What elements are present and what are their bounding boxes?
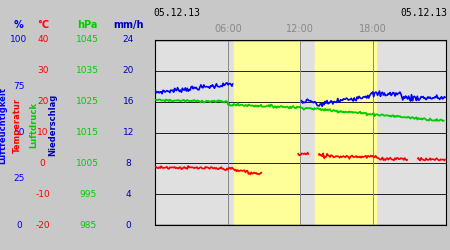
- Text: 16: 16: [122, 97, 134, 106]
- Text: 985: 985: [79, 220, 96, 230]
- Text: 1035: 1035: [76, 66, 99, 75]
- Text: 05.12.13: 05.12.13: [400, 8, 447, 18]
- Text: 1025: 1025: [76, 97, 99, 106]
- Text: 20: 20: [122, 66, 134, 75]
- Text: 30: 30: [37, 66, 49, 75]
- Text: %: %: [14, 20, 24, 30]
- Text: 24: 24: [122, 36, 134, 44]
- Text: 4: 4: [126, 190, 131, 199]
- Text: 8: 8: [126, 159, 131, 168]
- Text: -20: -20: [36, 220, 50, 230]
- Text: -10: -10: [36, 190, 50, 199]
- Text: 100: 100: [10, 36, 27, 44]
- Bar: [315, 40, 376, 225]
- Text: 75: 75: [13, 82, 25, 91]
- Text: 0: 0: [16, 220, 22, 230]
- Text: 20: 20: [37, 97, 49, 106]
- Bar: [234, 40, 301, 225]
- Text: 25: 25: [13, 174, 25, 183]
- Text: 1005: 1005: [76, 159, 99, 168]
- Text: 50: 50: [13, 128, 25, 137]
- Text: 0: 0: [40, 159, 45, 168]
- Text: 0: 0: [126, 220, 131, 230]
- Text: 40: 40: [37, 36, 49, 44]
- Text: Temperatur: Temperatur: [13, 98, 22, 152]
- Text: 995: 995: [79, 190, 96, 199]
- Text: hPa: hPa: [77, 20, 98, 30]
- Text: 12: 12: [122, 128, 134, 137]
- Text: Luftdruck: Luftdruck: [30, 102, 39, 148]
- Text: 1015: 1015: [76, 128, 99, 137]
- Text: 1045: 1045: [76, 36, 99, 44]
- Text: 05.12.13: 05.12.13: [154, 8, 201, 18]
- Text: mm/h: mm/h: [113, 20, 144, 30]
- Text: °C: °C: [37, 20, 49, 30]
- Text: 10: 10: [37, 128, 49, 137]
- Text: Luftfeuchtigkeit: Luftfeuchtigkeit: [0, 86, 8, 164]
- Text: Niederschlag: Niederschlag: [49, 94, 58, 156]
